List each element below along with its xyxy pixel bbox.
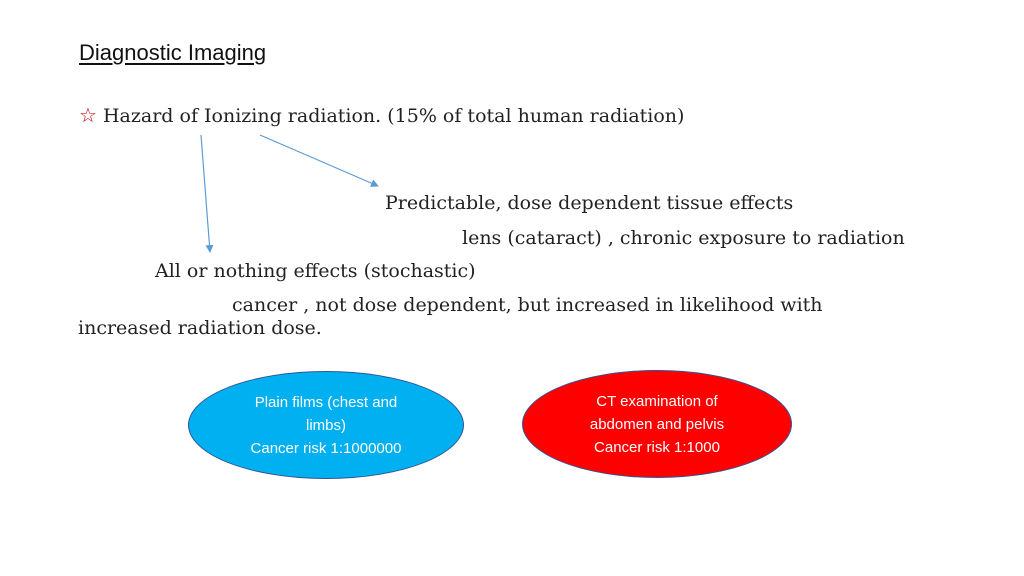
ct-exam-oval: CT examination of abdomen and pelvis Can…: [522, 370, 792, 478]
cancer-line-2: increased radiation dose.: [78, 317, 322, 339]
star-icon: ☆: [79, 103, 97, 127]
ct-exam-text: CT examination of abdomen and pelvis Can…: [589, 392, 725, 456]
cancer-line-1: cancer , not dose dependent, but increas…: [232, 294, 823, 316]
hazard-text: Hazard of Ionizing radiation. (15% of to…: [102, 105, 685, 127]
stochastic-effects: All or nothing effects (stochastic): [155, 260, 476, 282]
slide-title: Diagnostic Imaging: [79, 40, 267, 65]
arrow-to-stochastic: [200, 134, 214, 253]
plain-films-text: Plain films (chest and limbs) Cancer ris…: [250, 393, 402, 457]
plain-films-oval: Plain films (chest and limbs) Cancer ris…: [188, 371, 464, 479]
predictable-effects: Predictable, dose dependent tissue effec…: [385, 192, 794, 214]
arrow-to-predictable: [259, 134, 379, 187]
lens-effects: lens (cataract) , chronic exposure to ra…: [462, 227, 905, 249]
hazard-line: ☆ Hazard of Ionizing radiation. (15% of …: [79, 103, 684, 127]
